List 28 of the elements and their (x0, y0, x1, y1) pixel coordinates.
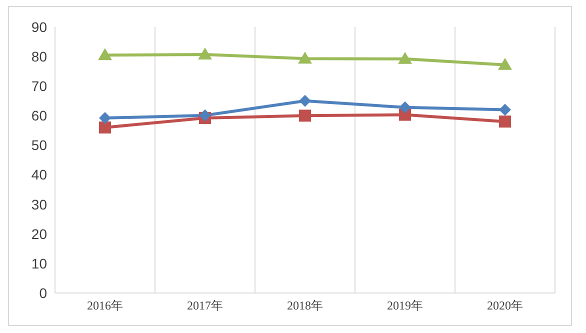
point (199, 109, 211, 122)
point (299, 110, 311, 122)
y-tick-label: 60 (31, 108, 48, 124)
y-tick-label: 70 (31, 78, 48, 94)
x-tick-label: 2020年 (487, 298, 523, 313)
point (499, 116, 511, 128)
point (498, 58, 512, 70)
x-tick-label: 2018年 (287, 298, 323, 313)
y-tick-label: 30 (31, 196, 48, 212)
point (99, 112, 111, 124)
point (299, 94, 311, 107)
x-tick-label: 2017年 (187, 298, 223, 313)
y-tick-label: 50 (31, 137, 48, 154)
x-tick-label: 2019年 (387, 298, 423, 313)
point (98, 48, 112, 60)
point (398, 52, 412, 64)
point (198, 47, 212, 60)
y-tick-label: 0 (39, 284, 48, 301)
y-tick-label: 20 (31, 226, 48, 242)
x-tick-label: 2016年 (87, 298, 123, 313)
point (298, 52, 312, 64)
y-tick-label: 80 (31, 48, 48, 65)
point (399, 101, 411, 114)
y-tick-label: 90 (31, 18, 48, 35)
point (99, 121, 111, 134)
y-tick-label: 10 (31, 255, 48, 272)
y-tick-label: 40 (31, 166, 48, 183)
point (499, 104, 511, 116)
